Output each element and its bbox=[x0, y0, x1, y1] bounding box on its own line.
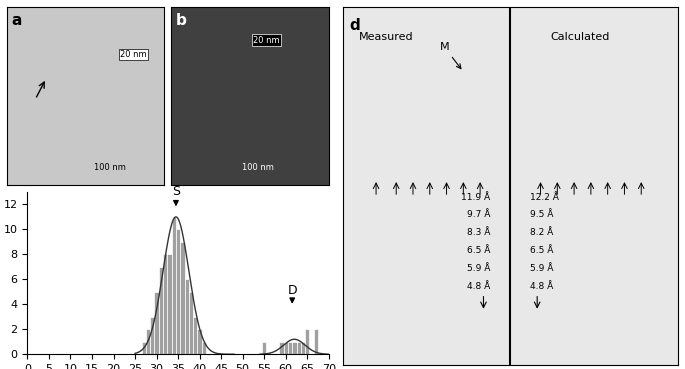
Bar bbox=[146, 329, 150, 354]
Bar bbox=[288, 342, 292, 354]
Bar bbox=[305, 329, 310, 354]
Text: 6.5 Å: 6.5 Å bbox=[530, 246, 554, 255]
Text: S: S bbox=[172, 184, 180, 197]
Text: 4.8 Å: 4.8 Å bbox=[467, 282, 490, 291]
Text: 9.5 Å: 9.5 Å bbox=[530, 210, 554, 220]
Bar bbox=[189, 292, 193, 354]
Text: 20 nm: 20 nm bbox=[121, 50, 147, 59]
Bar bbox=[284, 342, 288, 354]
Bar bbox=[202, 342, 206, 354]
Text: Calculated: Calculated bbox=[551, 32, 610, 42]
Bar bbox=[279, 342, 284, 354]
Text: M: M bbox=[440, 42, 461, 69]
Bar bbox=[167, 254, 172, 354]
Text: 100 nm: 100 nm bbox=[93, 163, 125, 172]
Bar bbox=[142, 342, 146, 354]
Text: 20 nm: 20 nm bbox=[253, 36, 279, 45]
Text: 9.7 Å: 9.7 Å bbox=[466, 210, 490, 220]
Bar bbox=[163, 254, 167, 354]
Text: 8.2 Å: 8.2 Å bbox=[530, 228, 553, 237]
Text: 6.5 Å: 6.5 Å bbox=[466, 246, 490, 255]
Text: a: a bbox=[12, 13, 22, 28]
Text: 5.9 Å: 5.9 Å bbox=[466, 264, 490, 273]
Bar bbox=[159, 267, 163, 354]
Text: 12.2 Å: 12.2 Å bbox=[530, 193, 560, 201]
Text: D: D bbox=[288, 284, 297, 297]
Bar bbox=[172, 217, 176, 354]
Bar bbox=[301, 342, 305, 354]
Bar bbox=[197, 329, 202, 354]
Text: d: d bbox=[349, 18, 360, 33]
Bar bbox=[154, 292, 159, 354]
Bar bbox=[180, 242, 184, 354]
Text: 11.9 Å: 11.9 Å bbox=[461, 193, 490, 201]
Text: 8.3 Å: 8.3 Å bbox=[466, 228, 490, 237]
Bar bbox=[193, 317, 197, 354]
Bar bbox=[262, 342, 266, 354]
Text: 5.9 Å: 5.9 Å bbox=[530, 264, 554, 273]
Bar bbox=[176, 230, 180, 354]
Text: 100 nm: 100 nm bbox=[242, 163, 274, 172]
Bar bbox=[314, 329, 318, 354]
Bar bbox=[292, 342, 297, 354]
Bar bbox=[150, 317, 154, 354]
Text: 4.8 Å: 4.8 Å bbox=[530, 282, 553, 291]
Text: b: b bbox=[176, 13, 187, 28]
Text: Measured: Measured bbox=[359, 32, 414, 42]
Bar bbox=[184, 279, 189, 354]
Bar bbox=[297, 342, 301, 354]
